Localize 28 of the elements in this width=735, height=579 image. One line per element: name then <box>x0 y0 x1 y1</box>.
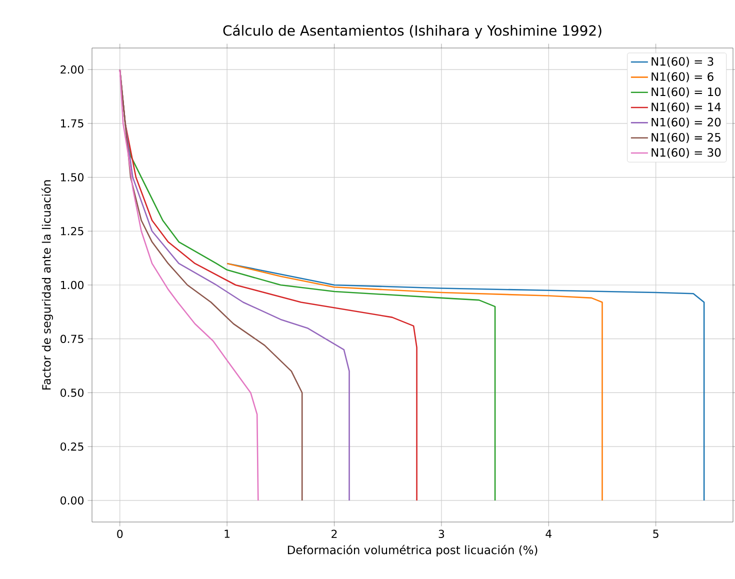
y-axis-title: Factor de seguridad ante la licuación <box>41 180 53 390</box>
x-axis-title: Deformación volumétrica post licuación (%) <box>288 544 538 556</box>
line-series <box>119 68 259 502</box>
legend-label: N1(60) = 10 <box>652 87 721 98</box>
y-tick-label: 0.50 <box>60 388 84 397</box>
y-tick-label: 2.00 <box>60 65 84 74</box>
legend-label: N1(60) = 6 <box>652 72 714 82</box>
x-tick-label: 0 <box>117 530 123 538</box>
x-tick-label: 5 <box>653 530 658 538</box>
x-tick-label: 4 <box>546 530 552 538</box>
y-tick-label: 0.00 <box>60 496 84 505</box>
x-tick-label: 1 <box>224 530 230 538</box>
x-tick-label: 2 <box>332 530 337 538</box>
y-tick-label: 1.75 <box>61 119 84 128</box>
legend-label: N1(60) = 25 <box>652 132 720 143</box>
legend-label: N1(60) = 30 <box>652 148 721 158</box>
y-tick-label: 0.75 <box>60 334 84 344</box>
x-tick-label: 3 <box>438 530 444 538</box>
y-tick-label: 1.25 <box>61 226 84 236</box>
chart-title: Cálculo de Asentamientos (Ishihara y Yoshimine 1992) <box>223 24 602 39</box>
y-tick-label: 0.25 <box>60 442 84 451</box>
line-series <box>226 262 603 502</box>
legend-label: N1(60) = 20 <box>652 118 721 128</box>
legend-label: N1(60) = 14 <box>652 102 721 113</box>
legend-label: N1(60) = 3 <box>652 56 714 68</box>
y-tick-label: 1.50 <box>61 173 84 182</box>
y-tick-label: 1.00 <box>61 280 84 290</box>
line-series <box>226 262 705 502</box>
